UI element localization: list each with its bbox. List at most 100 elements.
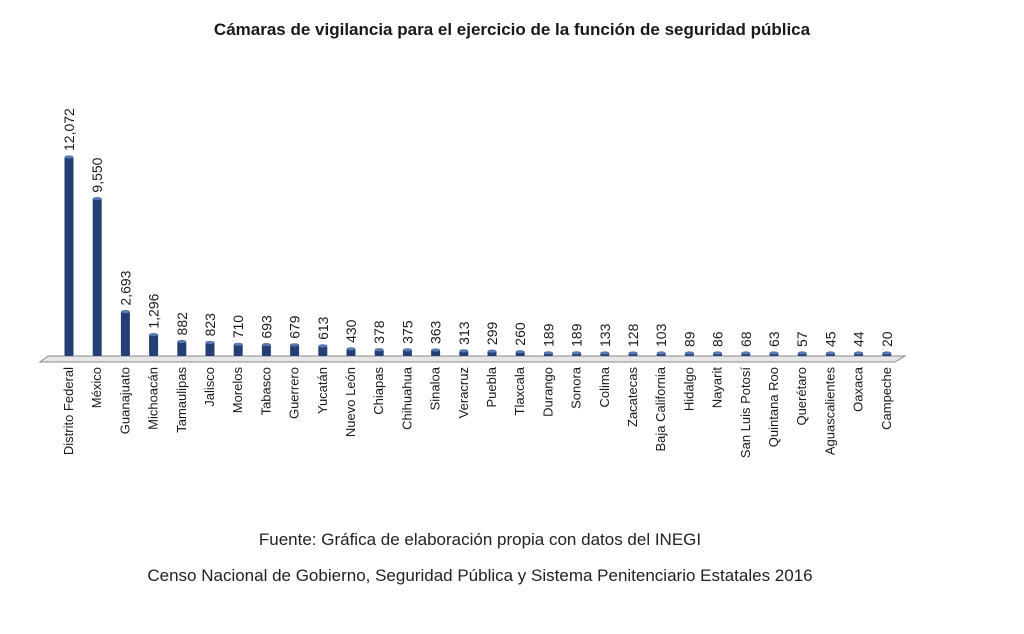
value-label: 133 [597, 323, 613, 347]
value-label: 45 [822, 331, 838, 347]
category-label: Tlaxcala [512, 366, 527, 415]
category-label: Oaxaca [851, 366, 866, 412]
bar-6 [205, 342, 215, 356]
value-label: 313 [456, 321, 472, 345]
bar-cap-23 [684, 351, 694, 355]
category-label: Guanajuato [117, 367, 132, 434]
value-label: 882 [174, 312, 190, 336]
value-label: 679 [287, 315, 303, 339]
category-label: Colima [597, 366, 612, 407]
bar-5 [177, 341, 187, 356]
category-label: Hidalgo [681, 367, 696, 411]
category-label: Durango [540, 367, 555, 417]
category-label: Morelos [230, 367, 245, 414]
value-label: 299 [484, 321, 500, 345]
bar-cap-28 [825, 351, 835, 355]
bar-cap-13 [402, 348, 412, 352]
bar-2 [92, 198, 102, 356]
value-label: 1,296 [146, 293, 162, 328]
bar-cap-26 [769, 351, 779, 355]
floor-plane [38, 355, 907, 363]
category-label: Aguascalientes [822, 367, 837, 456]
bar-cap-5 [177, 339, 187, 344]
value-label: 9,550 [89, 157, 105, 192]
category-label: Querétaro [794, 367, 809, 426]
value-label: 63 [766, 331, 782, 347]
value-label: 710 [230, 315, 246, 339]
category-label: Veracruz [456, 367, 471, 418]
category-label: Zacatecas [625, 367, 640, 427]
bar-cap-30 [882, 351, 892, 355]
bar-cap-19 [572, 351, 582, 355]
category-label: Nuevo León [343, 367, 358, 437]
bar-cap-18 [543, 351, 553, 355]
category-label: Quintana Roo [766, 367, 781, 447]
bar-cap-29 [854, 351, 864, 355]
category-label: Yucatán [315, 367, 330, 414]
value-label: 378 [371, 320, 387, 344]
bar-cap-4 [149, 333, 159, 337]
bar-cap-17 [515, 350, 525, 354]
chart-title: Cámaras de vigilancia para el ejercicio … [213, 20, 811, 39]
value-label: 68 [738, 331, 754, 347]
bar-cap-6 [205, 340, 215, 345]
bar-4 [149, 334, 159, 356]
value-label: 103 [653, 323, 669, 347]
category-label: México [89, 367, 104, 408]
source-line-1: Fuente: Gráfica de elaboración propia co… [258, 530, 702, 549]
category-label: Chihuahua [399, 366, 414, 430]
category-label: Jalisco [202, 367, 217, 407]
value-label: 89 [681, 331, 697, 347]
bar-cap-22 [656, 351, 666, 355]
category-label: Nayarit [710, 367, 725, 409]
bar-cap-24 [713, 351, 723, 355]
bar-cap-10 [318, 344, 328, 348]
bar-cap-25 [741, 351, 751, 355]
value-label: 86 [710, 331, 726, 347]
bar-cap-15 [459, 349, 469, 353]
bar-7 [233, 344, 243, 356]
bar-chart: 12,072 Distrito Federal 9,550 México 2,693 Gu… [38, 108, 907, 458]
value-label: 260 [512, 322, 528, 346]
category-label: Distrito Federal [61, 367, 76, 455]
bar-cap-14 [431, 348, 441, 352]
value-label: 613 [315, 316, 331, 340]
bar-cap-27 [797, 351, 807, 355]
value-label: 57 [794, 331, 810, 347]
bar-cap-7 [233, 342, 243, 346]
value-label: 430 [343, 319, 359, 343]
category-label: Campeche [879, 367, 894, 430]
bar-cap-9 [290, 343, 300, 347]
bar-cap-8 [261, 342, 271, 347]
value-label: 363 [428, 320, 444, 344]
category-label: San Luis Potosí [738, 367, 753, 458]
bar-cap-20 [600, 351, 610, 355]
bar-9 [290, 344, 300, 356]
value-label: 375 [399, 320, 415, 344]
category-label: Chiapas [371, 367, 386, 415]
category-label: Baja California [653, 366, 668, 451]
bar-cap-1 [64, 155, 74, 159]
value-label: 2,693 [117, 270, 133, 305]
bar-14 [431, 350, 441, 356]
bar-cap-16 [487, 349, 497, 353]
value-label: 44 [851, 331, 867, 347]
category-label: Tabasco [258, 367, 273, 415]
bar-3 [120, 311, 130, 356]
bar-cap-12 [374, 348, 384, 352]
category-label: Michoacán [146, 367, 161, 430]
bar-8 [261, 344, 271, 356]
category-label: Sonora [569, 366, 584, 409]
value-label: 189 [540, 323, 556, 347]
bar-13 [402, 349, 412, 356]
value-label: 128 [625, 323, 641, 347]
value-label: 693 [258, 315, 274, 339]
value-label: 20 [879, 331, 895, 347]
bar-cap-11 [346, 347, 356, 351]
category-label: Guerrero [287, 367, 302, 419]
bar-cap-3 [120, 310, 130, 314]
value-label: 12,072 [61, 108, 77, 151]
value-label: 823 [202, 313, 218, 337]
bar-1 [64, 157, 74, 356]
category-label: Sinaloa [428, 366, 443, 410]
